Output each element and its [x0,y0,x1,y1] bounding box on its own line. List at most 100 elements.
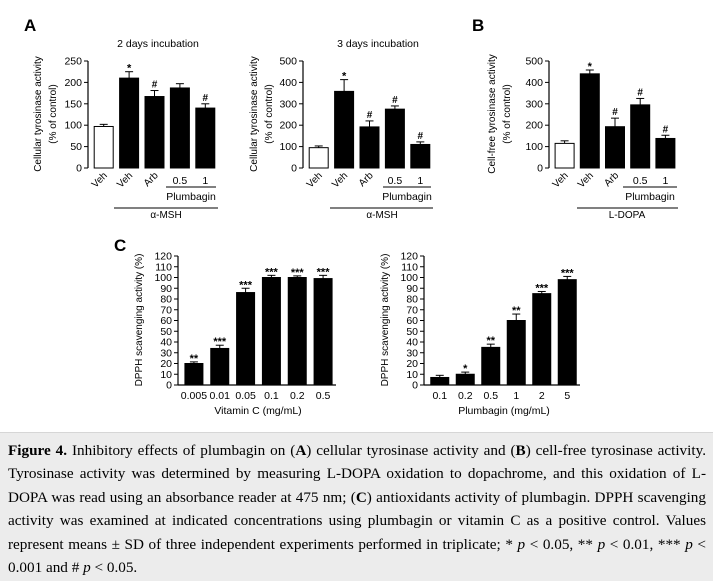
chart-a-2days: 2 days incubation Cellular tyrosinase act… [33,38,218,221]
bar [506,320,526,386]
bar [93,125,114,169]
y-tick-label: 50 [70,141,82,153]
bar [630,104,651,169]
x-tick-label: 2 [539,390,545,402]
x-tick-label: 0.1 [432,390,447,402]
bar [308,147,329,169]
x-tick-label: Veh [330,170,350,190]
bar [359,126,380,169]
y-tick-label: 0 [537,163,543,175]
significance-mark: ** [190,353,199,365]
y-tick-label: 60 [160,315,172,327]
group-label: Plumbagin [625,191,675,203]
figure-caption-box: Figure 4. Inhibitory effects of plumbagi… [0,432,713,581]
bar [334,90,355,169]
y-axis-label-unit: (% of control) [48,84,59,143]
significance-mark: # [392,95,398,106]
significance-mark: *** [561,267,575,279]
y-axis-label-unit: (% of control) [502,84,513,143]
figure-caption: Figure 4. Inhibitory effects of plumbagi… [8,442,707,577]
y-tick-label: 300 [279,98,297,110]
y-tick-label: 500 [525,56,543,68]
y-tick-label: 400 [279,77,297,89]
y-tick-label: 200 [525,120,543,132]
y-axis-label-unit: (% of control) [264,84,275,143]
bar [579,73,600,169]
significance-mark: *** [535,282,549,294]
y-tick-label: 20 [160,358,172,370]
group-label: Plumbagin [382,191,432,203]
x-tick-label: 0.2 [458,390,473,402]
significance-mark: * [127,63,132,75]
x-tick-label: 1 [662,175,668,187]
significance-mark: # [663,124,669,135]
y-tick-label: 120 [154,251,172,263]
bar [655,137,676,169]
y-tick-label: 0 [166,380,172,392]
bar [554,142,575,169]
y-tick-label: 400 [525,77,543,89]
y-tick-label: 50 [160,326,172,338]
x-axis-label: Plumbagin (mg/mL) [458,405,550,417]
significance-mark: # [152,80,158,91]
x-tick-label: 0.5 [633,175,648,187]
significance-mark: *** [265,266,279,278]
x-tick-label: 0.5 [388,175,403,187]
x-tick-label: Veh [90,170,110,190]
significance-mark: *** [291,267,305,279]
y-tick-label: 150 [64,98,82,110]
bar [605,126,625,169]
treatment-label: α-MSH [150,210,181,221]
y-axis-label: Cellular tyrosinase activity [249,56,260,172]
chart-b-cellfree: Cell-free tyrosinase activity (% of contr… [487,54,678,221]
bar [169,87,190,169]
y-tick-label: 20 [406,358,418,370]
y-tick-label: 120 [400,251,418,263]
panel-label-b: B [472,16,484,35]
y-tick-label: 110 [401,261,418,273]
y-tick-label: 40 [160,337,172,349]
y-tick-label: 90 [160,283,172,295]
y-tick-label: 80 [160,294,172,306]
y-tick-label: 100 [525,141,543,153]
y-tick-label: 0 [291,163,297,175]
bar [261,277,281,386]
y-tick-label: 10 [160,369,172,381]
y-axis-label: DPPH scavenging activity (%) [134,254,145,387]
x-axis-label: Vitamin C (mg/mL) [214,405,301,417]
x-tick-label: 5 [564,390,570,402]
y-tick-label: 250 [64,56,82,68]
significance-mark: ** [486,335,495,347]
x-tick-label: 1 [513,390,519,402]
significance-mark: # [418,131,424,142]
bar [313,278,333,386]
x-tick-label: 0.05 [235,390,256,402]
y-tick-label: 100 [400,272,418,284]
x-tick-label: 0.005 [181,390,207,402]
y-tick-label: 100 [64,120,82,132]
significance-mark: # [612,107,618,118]
panel-label-c: C [114,236,126,255]
bar [210,347,230,386]
chart-c-vitamin-c: DPPH scavenging activity (%) 010203040506… [134,251,336,417]
bar [430,376,450,386]
y-tick-label: 60 [406,315,418,327]
x-tick-label: Veh [115,170,135,190]
y-axis-label: DPPH scavenging activity (%) [380,254,391,387]
significance-mark: # [203,93,209,104]
bar [287,277,307,386]
bar [119,77,140,169]
y-tick-label: 30 [406,347,418,359]
y-tick-label: 40 [406,337,418,349]
significance-mark: *** [239,279,253,291]
x-tick-label: 0.5 [483,390,498,402]
significance-mark: # [367,110,373,121]
y-tick-label: 0 [412,380,418,392]
bar [410,143,431,169]
x-tick-label: Veh [551,170,571,190]
bar [184,363,204,386]
y-axis-label: Cellular tyrosinase activity [33,56,44,172]
treatment-label: α-MSH [366,210,397,221]
x-tick-label: 0.1 [264,390,279,402]
x-tick-label: 0.5 [316,390,331,402]
